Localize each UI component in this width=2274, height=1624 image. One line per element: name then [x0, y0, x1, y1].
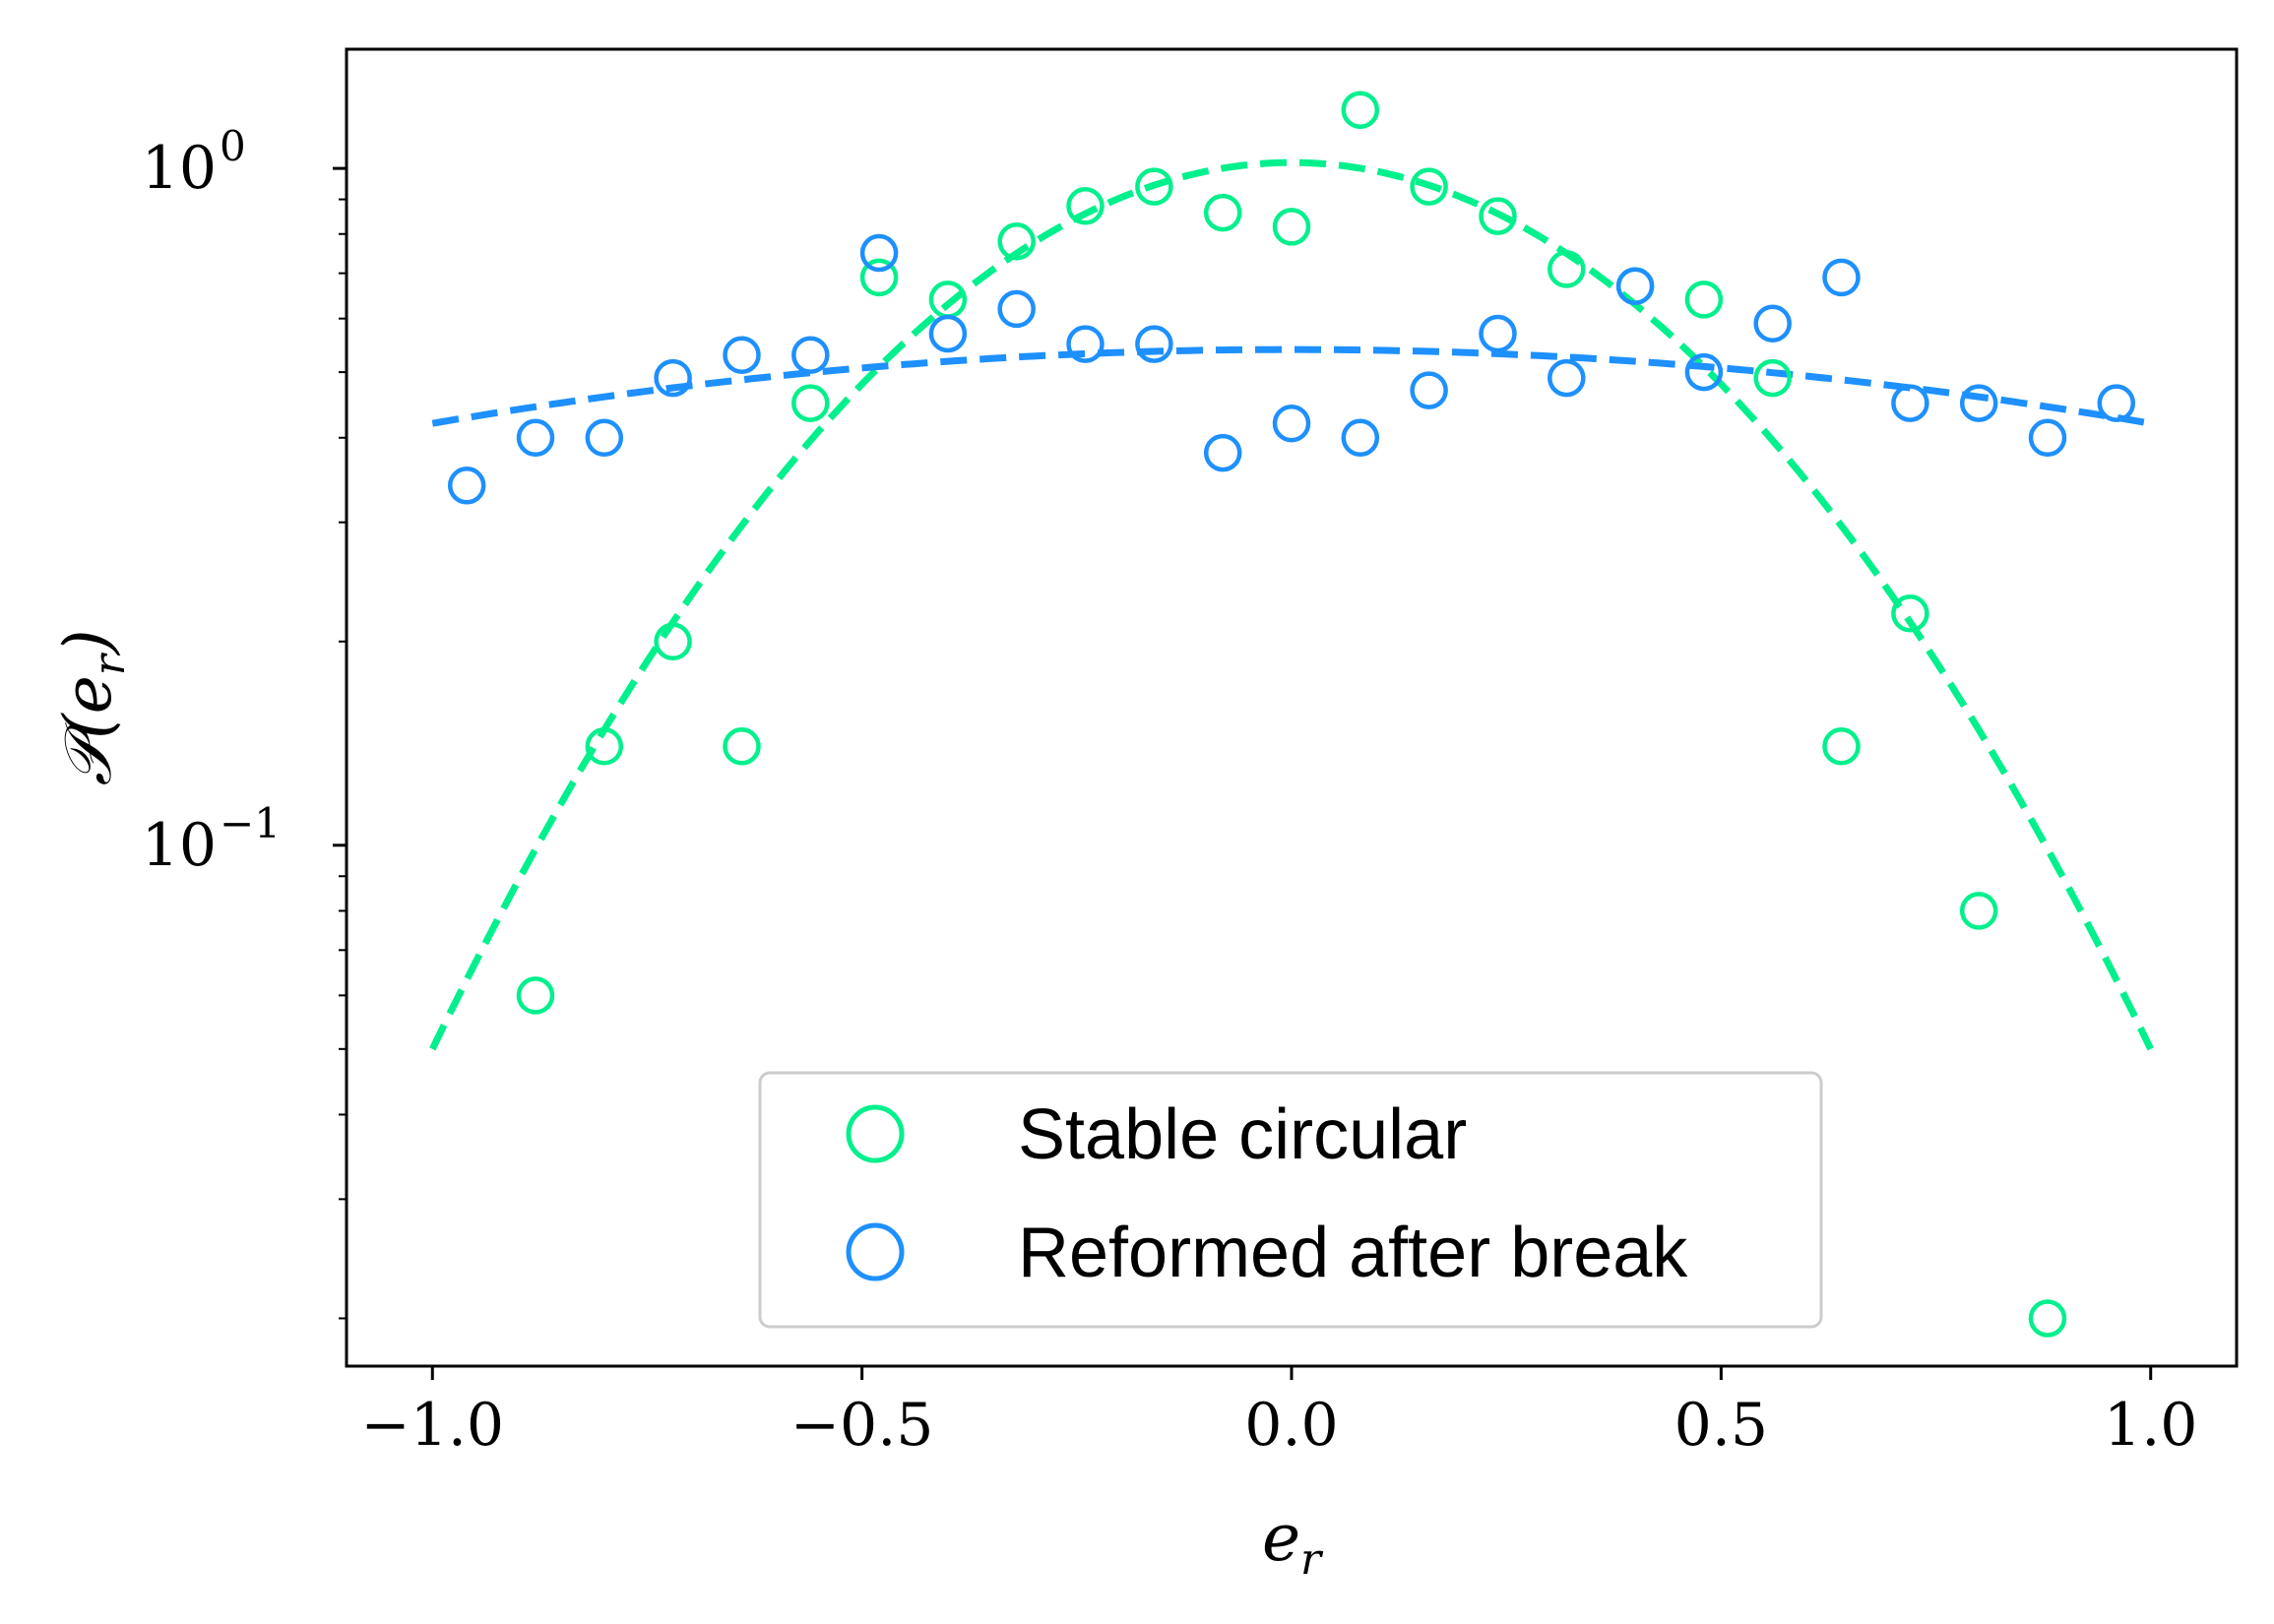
- reformed-after-break-point: [1410, 371, 1448, 409]
- reformed-after-break-point: [1753, 304, 1792, 343]
- reformed-after-break-point: [1822, 258, 1861, 297]
- stable-circular-point: [723, 727, 761, 766]
- reformed-after-break-point: [997, 289, 1036, 329]
- stable-circular-fit-line: [429, 158, 2154, 1051]
- reformed-after-break-point: [1203, 433, 1242, 472]
- x-tick-label: 0.5: [1674, 1391, 1768, 1460]
- reformed-after-break-point: [447, 467, 486, 505]
- stable-circular-point: [859, 258, 899, 297]
- stable-circular-point: [1822, 727, 1861, 766]
- legend-box: [758, 1071, 1823, 1329]
- reformed-after-break-point: [516, 418, 555, 458]
- stable-circular-point: [516, 976, 555, 1015]
- reformed-after-break-point: [1479, 314, 1517, 353]
- stable-circular-point: [997, 222, 1036, 261]
- reformed-after-break-fit-line: [431, 345, 2152, 427]
- reformed-after-break-point: [2097, 384, 2136, 422]
- reformed-after-break-point: [1066, 325, 1105, 363]
- stable-circular-point: [1479, 197, 1517, 235]
- stable-circular-point: [585, 727, 624, 766]
- reformed-after-break-point: [1341, 418, 1380, 458]
- x-tick-label: −0.5: [790, 1391, 934, 1460]
- stable-circular-point: [1066, 187, 1105, 225]
- stable-circular-point: [1959, 892, 1998, 930]
- reformed-after-break-point: [654, 358, 692, 398]
- legend: Stable circular Reformed after break: [758, 1071, 1823, 1329]
- reformed-after-break-point: [1615, 267, 1655, 305]
- reformed-after-break-point: [1548, 358, 1586, 398]
- reformed-after-break-point: [928, 314, 968, 353]
- stable-circular-point: [1341, 91, 1380, 129]
- stable-circular-point: [1548, 250, 1586, 288]
- reformed-after-break-point: [585, 418, 624, 458]
- stable-circular-point: [2028, 1299, 2067, 1338]
- stable-circular-point: [1891, 594, 1929, 633]
- stable-circular-point: [654, 622, 692, 661]
- reformed-after-break-point: [1684, 352, 1724, 392]
- reformed-after-break-point: [723, 336, 761, 374]
- y-axis-label: 𝒫(er): [50, 629, 135, 785]
- x-tick-label: 1.0: [2104, 1391, 2197, 1460]
- x-axis-label: er: [1262, 1500, 1324, 1585]
- plot-area: [429, 91, 2154, 1338]
- reformed-after-break-point: [859, 233, 899, 273]
- stable-circular-point: [791, 384, 830, 422]
- legend-marker-stable-circular: [846, 1104, 905, 1163]
- stable-circular-point: [1753, 358, 1792, 398]
- reformed-after-break-point: [1135, 325, 1173, 363]
- stable-circular-point: [1684, 281, 1724, 319]
- reformed-after-break-point: [1272, 404, 1311, 443]
- stable-circular-point: [1135, 167, 1173, 206]
- reformed-after-break-point: [1959, 384, 1998, 422]
- stable-circular-point: [1203, 193, 1242, 232]
- legend-label-reformed-after-break: Reformed after break: [1018, 1214, 1688, 1292]
- reformed-after-break-point: [2028, 418, 2067, 458]
- reformed-after-break-point: [1891, 384, 1929, 422]
- x-tick-label: −1.0: [360, 1391, 504, 1460]
- legend-marker-reformed-after-break: [846, 1222, 905, 1281]
- x-tick-label: 0.0: [1244, 1391, 1338, 1460]
- legend-label-stable-circular: Stable circular: [1018, 1095, 1467, 1174]
- stable-circular-point: [1272, 208, 1311, 246]
- reformed-after-break-point: [791, 336, 830, 374]
- stable-circular-point: [1410, 167, 1448, 206]
